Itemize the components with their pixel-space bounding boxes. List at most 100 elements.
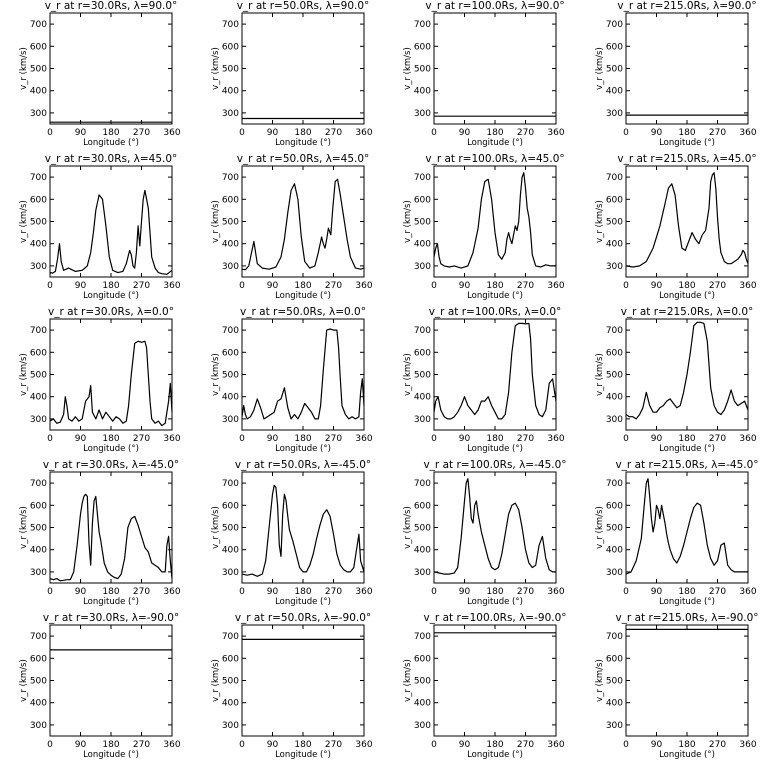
x-tick-label: 0 <box>623 740 629 750</box>
y-tick-label: 700 <box>30 326 47 336</box>
y-tick-label: 500 <box>30 65 47 75</box>
y-tick-label: 300 <box>606 415 623 425</box>
chart-title: v_r at r=100.0Rs, λ=90.0° <box>425 0 564 12</box>
series-line <box>433 478 556 575</box>
y-tick-label: 700 <box>414 632 431 642</box>
x-tick-label: 90 <box>75 740 87 750</box>
x-tick-label: 360 <box>739 281 756 291</box>
y-tick-label: 300 <box>30 109 47 119</box>
y-tick-label: 600 <box>606 348 623 358</box>
chart-title: v_r at r=215.0Rs, λ=90.0° <box>617 0 756 12</box>
y-axis-label: v_r (km/s) <box>595 659 605 702</box>
x-tick-label: 270 <box>709 128 726 138</box>
y-tick-label: 600 <box>30 348 47 358</box>
x-tick-label: 270 <box>517 740 534 750</box>
y-tick-label: 300 <box>606 721 623 731</box>
y-tick-label: 400 <box>222 393 239 403</box>
x-tick-label: 360 <box>739 740 756 750</box>
chart-title: v_r at r=30.0Rs, λ=-90.0° <box>43 612 179 624</box>
plot-frame <box>433 12 557 125</box>
chart-panel: v_r at r=100.0Rs, λ=-45.0° 0 90 180 270 360 30… <box>403 459 567 607</box>
x-tick-label: 270 <box>709 740 726 750</box>
y-tick-label: 500 <box>414 65 431 75</box>
y-tick-label: 600 <box>30 195 47 205</box>
x-tick-label: 180 <box>678 740 695 750</box>
plot-frame <box>49 624 173 737</box>
x-tick-label: 0 <box>431 128 437 138</box>
x-tick-label: 360 <box>547 281 564 291</box>
x-axis-label: Longitude (°) <box>83 597 139 607</box>
y-axis-label: v_r (km/s) <box>403 659 413 702</box>
y-axis-label: v_r (km/s) <box>211 659 221 702</box>
y-tick-label: 500 <box>222 65 239 75</box>
x-tick-label: 360 <box>163 281 180 291</box>
x-tick-label: 360 <box>355 434 372 444</box>
y-tick-label: 600 <box>414 42 431 52</box>
plot-frame <box>241 624 365 737</box>
chart-title: v_r at r=50.0Rs, λ=-45.0° <box>235 459 371 471</box>
y-axis-label: v_r (km/s) <box>595 200 605 243</box>
x-tick-label: 360 <box>739 587 756 597</box>
y-tick-label: 700 <box>414 20 431 30</box>
x-tick-label: 270 <box>517 587 534 597</box>
x-tick-label: 90 <box>651 587 663 597</box>
x-tick-label: 0 <box>47 740 53 750</box>
x-tick-label: 90 <box>651 281 663 291</box>
x-axis-label: Longitude (°) <box>83 138 139 148</box>
y-axis-label: v_r (km/s) <box>211 506 221 549</box>
y-tick-label: 400 <box>30 87 47 97</box>
series-line <box>625 321 749 420</box>
x-tick-label: 180 <box>294 434 311 444</box>
plot-frame <box>433 471 557 584</box>
chart-panel: v_r at r=100.0Rs, λ=45.0° 0 90 180 270 360 300… <box>403 153 565 301</box>
x-tick-label: 180 <box>294 587 311 597</box>
x-tick-label: 270 <box>709 434 726 444</box>
x-tick-label: 180 <box>678 434 695 444</box>
y-tick-label: 500 <box>222 218 239 228</box>
x-tick-label: 360 <box>355 281 372 291</box>
x-tick-label: 0 <box>47 281 53 291</box>
x-tick-label: 180 <box>294 740 311 750</box>
series-line <box>241 484 365 577</box>
y-tick-label: 700 <box>30 173 47 183</box>
y-tick-label: 500 <box>30 371 47 381</box>
x-tick-label: 270 <box>133 587 150 597</box>
y-tick-label: 700 <box>606 326 623 336</box>
chart-title: v_r at r=30.0Rs, λ=-45.0° <box>43 459 179 471</box>
x-tick-label: 270 <box>517 128 534 138</box>
x-tick-label: 0 <box>239 434 245 444</box>
y-tick-label: 600 <box>414 654 431 664</box>
x-axis-label: Longitude (°) <box>275 291 331 301</box>
chart-title: v_r at r=215.0Rs, λ=0.0° <box>621 306 754 318</box>
chart-panel: v_r at r=215.0Rs, λ=-45.0° 0 90 180 270 360 30… <box>595 459 759 607</box>
y-tick-label: 400 <box>606 393 623 403</box>
x-tick-label: 270 <box>133 281 150 291</box>
x-axis-label: Longitude (°) <box>467 291 523 301</box>
y-tick-label: 700 <box>606 632 623 642</box>
x-tick-label: 270 <box>325 740 342 750</box>
x-tick-label: 270 <box>133 740 150 750</box>
chart-panel: v_r at r=215.0Rs, λ=-90.0° 0 90 180 270 360 30… <box>595 612 759 760</box>
x-tick-label: 0 <box>239 128 245 138</box>
series-line <box>625 172 749 268</box>
chart-title: v_r at r=215.0Rs, λ=-90.0° <box>615 612 758 624</box>
x-tick-label: 270 <box>133 128 150 138</box>
x-tick-label: 180 <box>678 128 695 138</box>
x-axis-label: Longitude (°) <box>467 138 523 148</box>
y-tick-label: 700 <box>414 479 431 489</box>
y-tick-label: 400 <box>30 240 47 250</box>
x-tick-label: 360 <box>163 587 180 597</box>
x-tick-label: 180 <box>102 587 119 597</box>
y-tick-label: 600 <box>222 501 239 511</box>
plot-frame <box>625 471 749 584</box>
x-tick-label: 90 <box>267 740 279 750</box>
x-axis-label: Longitude (°) <box>275 597 331 607</box>
chart-title: v_r at r=30.0Rs, λ=0.0° <box>48 306 174 318</box>
y-tick-label: 400 <box>414 546 431 556</box>
y-tick-label: 400 <box>606 87 623 97</box>
y-tick-label: 700 <box>222 632 239 642</box>
x-tick-label: 90 <box>267 587 279 597</box>
x-tick-label: 180 <box>486 281 503 291</box>
y-tick-label: 700 <box>30 20 47 30</box>
x-tick-label: 270 <box>517 434 534 444</box>
